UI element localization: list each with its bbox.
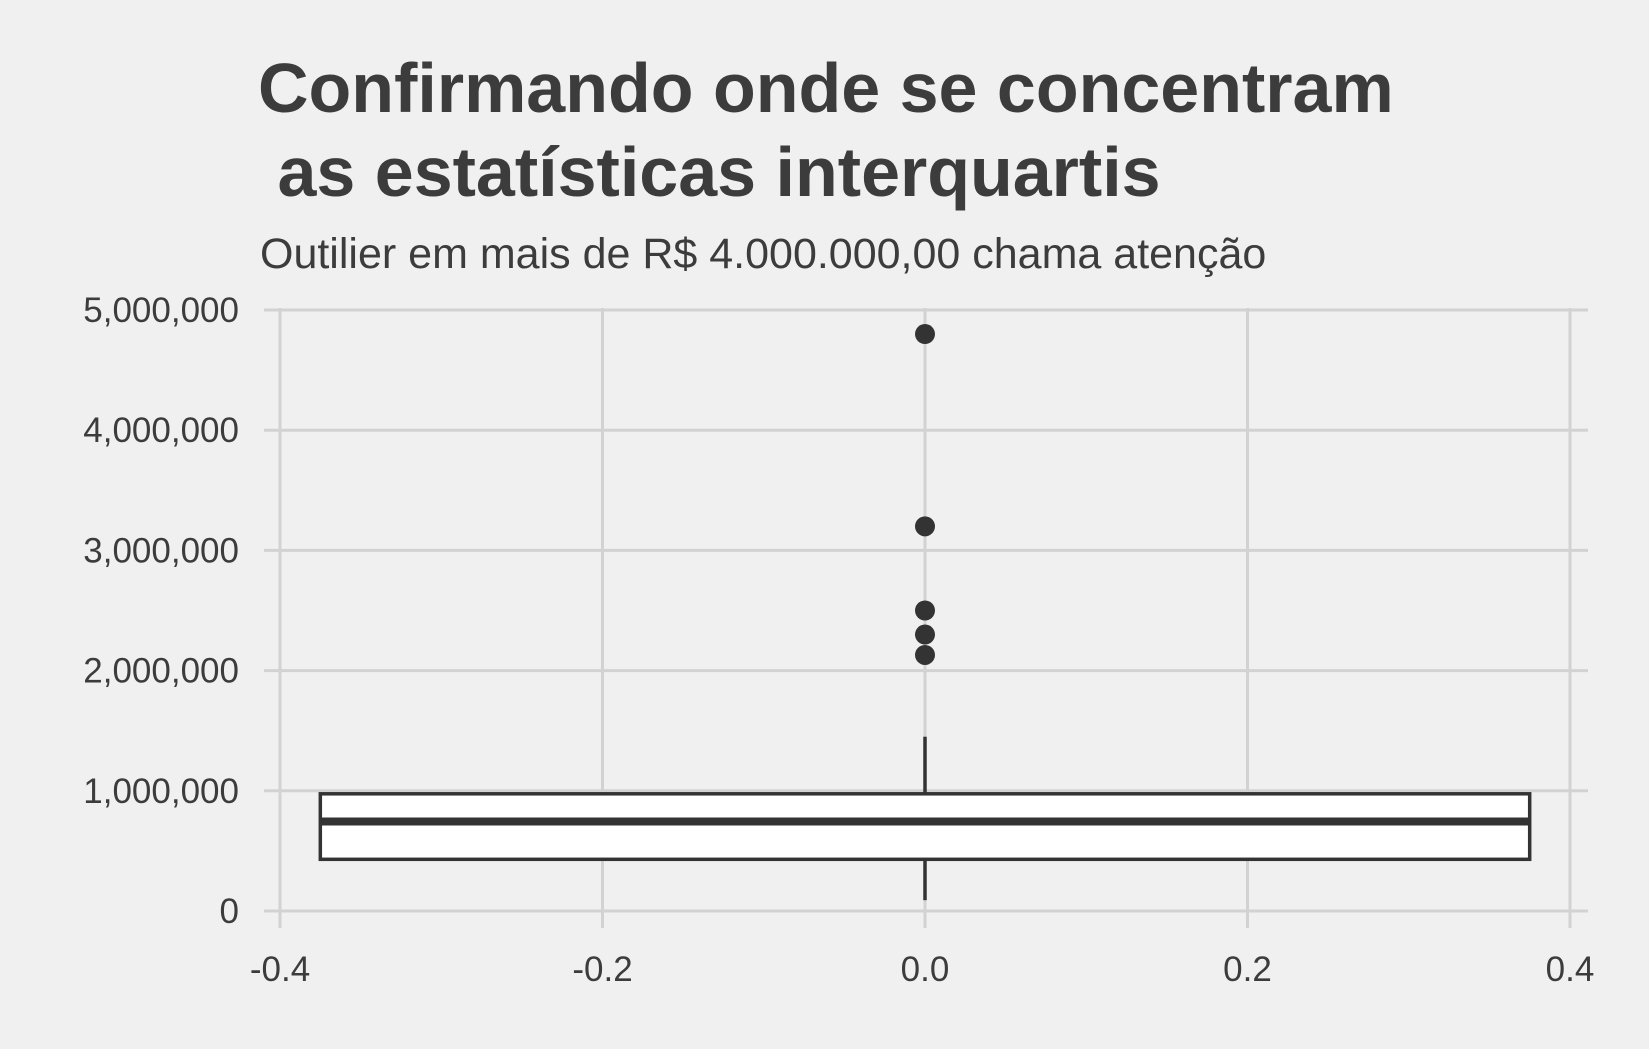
y-tick-label: 3,000,000 xyxy=(83,531,239,570)
outlier-point xyxy=(915,644,935,665)
iqr-box xyxy=(318,792,1532,862)
x-tick-label: -0.4 xyxy=(250,950,310,989)
y-tick-label: 0 xyxy=(220,892,239,931)
y-tick-label: 5,000,000 xyxy=(83,291,239,330)
axes: 0 1,000,000 2,000,000 3,000,000 4,000,000 5,0… xyxy=(83,291,1594,989)
x-tick-label: 0.0 xyxy=(901,950,950,989)
x-tick-label: -0.2 xyxy=(572,950,632,989)
outlier-point xyxy=(915,624,935,645)
y-tick-label: 1,000,000 xyxy=(83,772,239,811)
chart-subtitle: Outilier em mais de R$ 4.000.000,00 cham… xyxy=(260,230,1267,278)
outlier-point xyxy=(915,600,935,621)
x-tick-label: 0.4 xyxy=(1546,950,1595,989)
outlier-point xyxy=(915,516,935,537)
y-tick-label: 4,000,000 xyxy=(83,411,239,450)
chart-title: Confirmando onde se concentram as estatí… xyxy=(258,49,1394,211)
x-tick-label: 0.2 xyxy=(1223,950,1272,989)
outlier-point xyxy=(915,324,935,345)
boxplot xyxy=(318,324,1532,901)
y-tick-label: 2,000,000 xyxy=(83,652,239,691)
grid xyxy=(264,308,1588,928)
